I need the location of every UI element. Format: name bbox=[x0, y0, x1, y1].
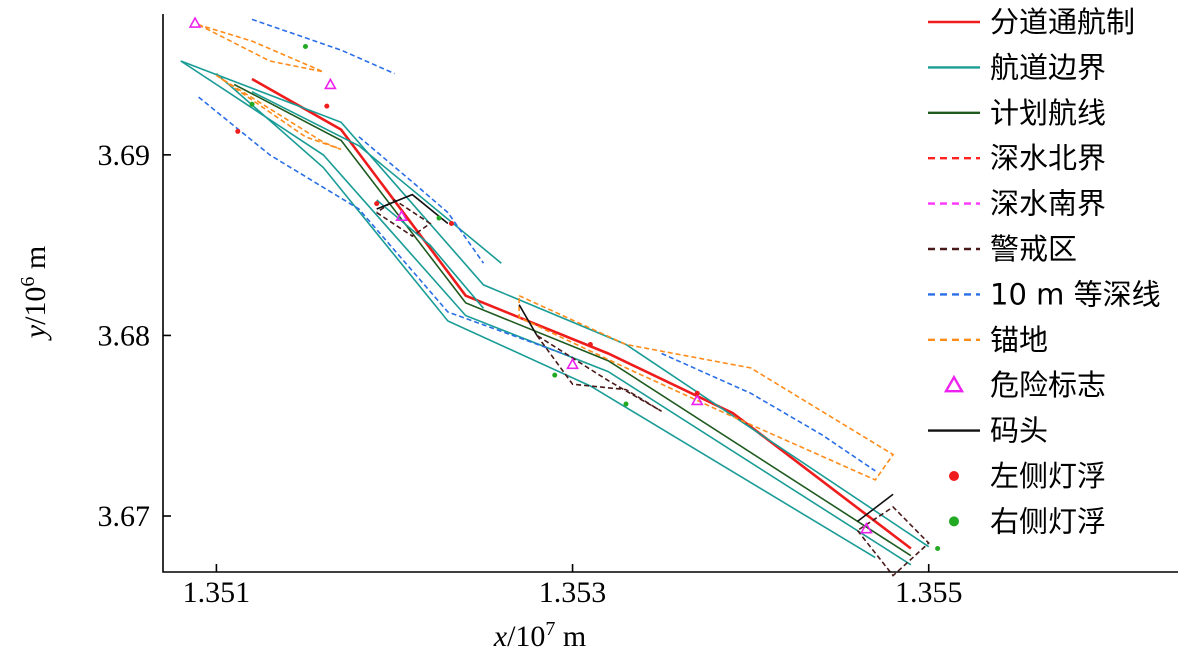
legend-item-contour: 10 m 等深线 bbox=[928, 277, 1161, 311]
y-tick-label-0: 3.69 bbox=[98, 139, 151, 172]
legend-item-boundary: 航道边界 bbox=[928, 50, 1106, 84]
marker-left_buoy-4 bbox=[587, 341, 593, 347]
legend-label-tss: 分道通航制 bbox=[990, 5, 1135, 39]
legend-item-danger: 危险标志 bbox=[943, 368, 1106, 402]
series-anchorage-12 bbox=[215, 74, 342, 151]
marker-left_buoy-3 bbox=[448, 220, 454, 226]
series-contour-9 bbox=[661, 352, 876, 472]
legend-item-route: 计划航线 bbox=[928, 96, 1106, 130]
y-tick-label-2: 3.67 bbox=[98, 500, 151, 533]
axes bbox=[162, 14, 1178, 573]
legend-swatch-danger bbox=[943, 374, 965, 393]
series-contour-8 bbox=[358, 136, 485, 264]
legend-label-deep_south: 深水南界 bbox=[990, 187, 1106, 221]
legend-item-right_buoy: 右侧灯浮 bbox=[949, 504, 1106, 538]
marker-left_buoy-1 bbox=[324, 103, 330, 109]
series-boundary-2 bbox=[180, 60, 930, 548]
legend-label-deep_north: 深水北界 bbox=[990, 141, 1106, 175]
y-axis-label: y/106 m bbox=[17, 246, 52, 342]
marker-left_buoy-5 bbox=[694, 390, 700, 396]
plot-area bbox=[180, 16, 941, 577]
marker-danger-3 bbox=[566, 357, 579, 370]
series-boundary-3 bbox=[180, 60, 912, 566]
legend-item-wharf: 码头 bbox=[928, 414, 1048, 448]
marker-right_buoy-2 bbox=[436, 215, 442, 221]
x-tick-label-0: 1.351 bbox=[183, 576, 251, 609]
marker-right_buoy-1 bbox=[302, 44, 308, 50]
legend-item-deep_north: 深水北界 bbox=[928, 141, 1106, 175]
series-boundary-6 bbox=[376, 199, 485, 309]
marker-left_buoy-2 bbox=[374, 201, 380, 207]
axis-labels: x/107 m y/106 m bbox=[17, 246, 586, 653]
axis-frame bbox=[162, 14, 1178, 573]
series-route-1 bbox=[233, 83, 912, 557]
x-axis-label: x/107 m bbox=[493, 618, 587, 653]
marker-danger-2 bbox=[395, 209, 408, 222]
legend-label-right_buoy: 右侧灯浮 bbox=[990, 504, 1106, 538]
marker-right_buoy-4 bbox=[623, 401, 629, 407]
legend-label-anchorage: 锚地 bbox=[990, 323, 1048, 357]
ticks: 1.351 1.353 1.355 3.69 3.68 3.67 bbox=[98, 139, 963, 609]
legend-label-boundary: 航道边界 bbox=[990, 50, 1106, 84]
legend-swatch-left_buoy bbox=[949, 471, 959, 481]
legend-label-route: 计划航线 bbox=[990, 96, 1106, 130]
marker-left_buoy-0 bbox=[235, 128, 241, 134]
series-contour-10 bbox=[198, 96, 573, 358]
series-anchorage-13 bbox=[518, 294, 895, 481]
marker-danger-0 bbox=[188, 16, 202, 28]
legend-swatch-right_buoy bbox=[949, 516, 959, 527]
legend-label-contour: 10 m 等深线 bbox=[990, 277, 1161, 311]
legend-label-left_buoy: 左侧灯浮 bbox=[990, 459, 1106, 493]
legend-item-left_buoy: 左侧灯浮 bbox=[949, 459, 1106, 493]
series-wharf-19 bbox=[857, 493, 894, 523]
series-contour-7 bbox=[251, 18, 395, 75]
series-wharf-18 bbox=[518, 304, 538, 336]
legend-item-caution: 警戒区 bbox=[928, 232, 1077, 266]
legend-label-caution: 警戒区 bbox=[990, 232, 1077, 266]
x-tick-label-1: 1.353 bbox=[539, 576, 607, 609]
series-tss-0 bbox=[251, 77, 912, 550]
x-tick-label-2: 1.355 bbox=[895, 576, 963, 609]
marker-danger-1 bbox=[324, 77, 337, 90]
series-boundary-4 bbox=[215, 72, 876, 559]
legend-item-anchorage: 锚地 bbox=[928, 323, 1048, 357]
legend-label-danger: 危险标志 bbox=[990, 368, 1106, 402]
marker-right_buoy-3 bbox=[552, 372, 558, 378]
y-tick-label-1: 3.68 bbox=[98, 319, 151, 352]
marker-danger-5 bbox=[860, 522, 873, 534]
series-caution-14 bbox=[536, 334, 663, 412]
marker-danger-4 bbox=[690, 393, 704, 406]
series-wharf-17 bbox=[376, 193, 449, 225]
series-caution-15 bbox=[856, 505, 930, 577]
legend-label-wharf: 码头 bbox=[990, 414, 1048, 448]
marker-right_buoy-0 bbox=[249, 101, 255, 107]
legend-item-deep_south: 深水南界 bbox=[928, 187, 1106, 221]
legend-item-tss: 分道通航制 bbox=[928, 5, 1135, 39]
marker-right_buoy-5 bbox=[935, 546, 941, 552]
